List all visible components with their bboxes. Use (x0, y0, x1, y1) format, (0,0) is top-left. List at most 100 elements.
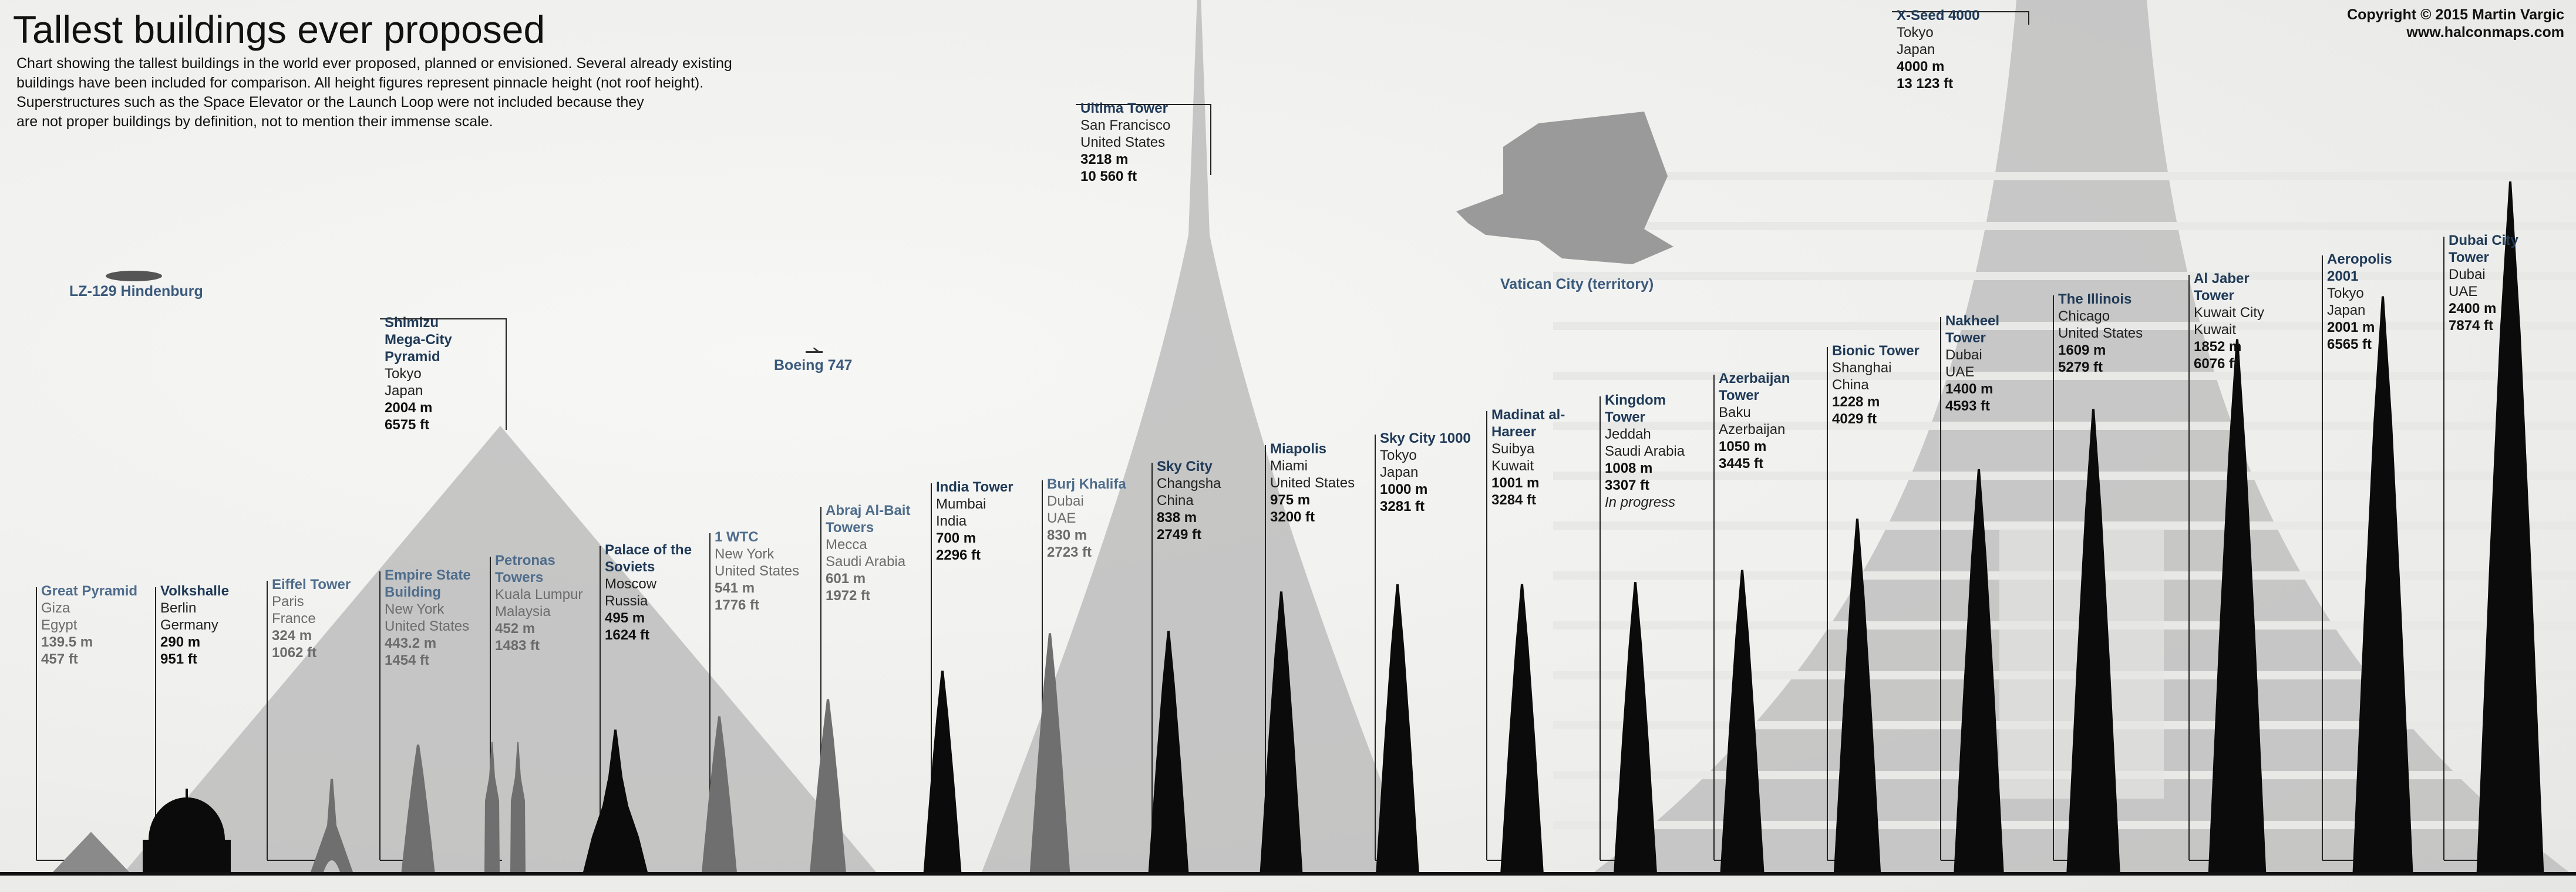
ref-label-hindenburg: LZ-129 Hindenburg (69, 283, 203, 299)
building-location: Japan (385, 383, 423, 399)
building-height-m: 1228 m (1832, 394, 1880, 410)
building-location: Kuwait (1491, 458, 1534, 474)
building-location: Dubai (1945, 347, 1982, 363)
building-height-ft: 3284 ft (1491, 492, 1537, 508)
building-height-m: 495 m (605, 610, 645, 626)
building-height-m: 1001 m (1491, 475, 1540, 491)
buildings-layer (53, 181, 2544, 872)
building-name: Miapolis (1270, 441, 1327, 457)
building-height-ft: 1972 ft (826, 588, 871, 604)
building-empire-state-building (401, 744, 435, 872)
building-dubai-city-tower-label: Dubai City Tower Dubai UAE 2400 m 7874 ft (2449, 232, 2545, 334)
building-abraj-al-bait-towers (810, 699, 846, 872)
mega-shimizu-mega-city-pyramid-label: Shimizu Mega-City Pyramid Tokyo Japan 2004 … (385, 314, 473, 433)
building-height-ft: 13 123 ft (1897, 76, 1954, 92)
building-burj-khalifa (1029, 633, 1070, 872)
building-sky-city-1000 (1376, 584, 1419, 872)
building-height-ft: 1776 ft (715, 597, 760, 613)
building-location: Malaysia (495, 604, 551, 620)
building-location: Saudi Arabia (826, 554, 906, 570)
building-height-ft: 7874 ft (2449, 318, 2494, 334)
building-location: Shanghai (1832, 360, 1892, 376)
building-height-ft: 6076 ft (2194, 356, 2239, 372)
building-palace-of-the-soviets-label: Palace of the Soviets Moscow Russia 495 m 16… (605, 541, 702, 644)
page-title: Tallest buildings ever proposed (13, 8, 545, 51)
building-name: Ultima Tower (1080, 100, 1168, 116)
building-petronas-towers-label: Petronas Towers Kuala Lumpur Malaysia 452 m… (495, 552, 592, 654)
building-bionic-tower (1833, 519, 1881, 872)
building-location: United States (2058, 325, 2143, 341)
mega-shimizu-mega-city-pyramid (124, 426, 876, 872)
building-height-m: 838 m (1157, 510, 1197, 526)
building-location: Saudi Arabia (1605, 443, 1685, 459)
building-name: India Tower (936, 479, 1013, 495)
building-name: Dubai City Tower (2449, 233, 2518, 265)
building-name: Al Jaber Tower (2194, 271, 2250, 304)
building-eiffel-tower-label: Eiffel Tower Paris France 324 m 1062 ft (272, 576, 351, 661)
building-height-ft: 4593 ft (1945, 398, 1991, 414)
description-line: buildings have been included for compari… (16, 75, 704, 91)
building-great-pyramid (53, 832, 129, 872)
building-height-m: 1609 m (2058, 342, 2106, 358)
building-location: Germany (160, 617, 218, 633)
building-great-pyramid-label: Great Pyramid Giza Egypt 139.5 m 457 ft (41, 583, 137, 668)
building-al-jaber-tower-label: Al Jaber Tower Kuwait City Kuwait 1852 m 607… (2194, 270, 2291, 372)
building-location: San Francisco (1080, 117, 1171, 133)
building-location: Tokyo (2327, 285, 2364, 301)
chart-description: Chart showing the tallest buildings in t… (16, 54, 780, 132)
building-location: United States (385, 618, 470, 634)
building-volkshalle (143, 797, 231, 872)
building-miapolis (1260, 591, 1303, 872)
building-name: Eiffel Tower (272, 577, 351, 593)
building-location: Miami (1270, 458, 1308, 474)
building-azerbaijan-tower-label: Azerbaijan Tower Baku Azerbaijan 1050 m 3445… (1719, 370, 1816, 472)
building-name: Nakheel Tower (1945, 313, 2000, 346)
building-sky-city (1148, 631, 1189, 872)
building-name: Petronas Towers (495, 553, 555, 585)
building-the-illinois (2066, 409, 2120, 872)
building-sky-city-1000-label: Sky City 1000 Tokyo Japan 1000 m 3281 ft (1380, 430, 1471, 515)
building-name: Sky City (1157, 459, 1213, 474)
shimizu-body (124, 426, 876, 872)
building-location: Chicago (2058, 308, 2110, 324)
building-height-m: 1000 m (1380, 482, 1428, 497)
website-link[interactable]: www.halconmaps.com (2406, 24, 2564, 41)
building-height-m: 3218 m (1080, 152, 1129, 167)
building-height-m: 2400 m (2449, 301, 2497, 317)
building-height-m: 139.5 m (41, 634, 93, 650)
building-location: Giza (41, 600, 70, 616)
building-location: Azerbaijan (1719, 422, 1786, 437)
building-location: Kuala Lumpur (495, 587, 583, 602)
building-name: Palace of the Soviets (605, 542, 692, 575)
mega-ultima-tower-label: Ultima Tower San Francisco United States 32… (1080, 100, 1171, 185)
building-location: Japan (2327, 302, 2366, 318)
building-location: United States (715, 563, 800, 579)
building-height-m: 324 m (272, 628, 312, 644)
vatican-city-icon (1456, 112, 1673, 264)
building-india-tower (923, 671, 962, 872)
building-location: Jeddah (1605, 426, 1651, 442)
building-location: India (936, 513, 967, 529)
building-nakheel-tower (1954, 469, 2004, 872)
building-location: China (1157, 493, 1194, 509)
building-palace-of-the-soviets (583, 729, 648, 872)
building-height-m: 443.2 m (385, 635, 437, 651)
ref-label-vatican: Vatican City (territory) (1500, 276, 1654, 292)
building-location: France (272, 611, 316, 627)
building-height-m: 1852 m (2194, 339, 2242, 355)
ref-label-boeing: Boeing 747 (774, 357, 853, 373)
building-height-m: 975 m (1270, 492, 1311, 508)
copyright-text: Copyright © 2015 Martin Vargic (2347, 6, 2564, 23)
building-location: Dubai (1047, 493, 1084, 509)
x-seed-body (1594, 0, 2569, 872)
building-location: Paris (272, 594, 304, 610)
building-location: UAE (1047, 510, 1076, 526)
reference-objects-layer (106, 112, 1673, 353)
building-height-ft: 5279 ft (2058, 359, 2103, 375)
building-location: Suibya (1491, 441, 1535, 457)
copyright-block: Copyright © 2015 Martin Vargic www.halco… (2347, 6, 2564, 41)
building-location: Egypt (41, 617, 78, 633)
building-height-ft: 1624 ft (605, 627, 650, 643)
